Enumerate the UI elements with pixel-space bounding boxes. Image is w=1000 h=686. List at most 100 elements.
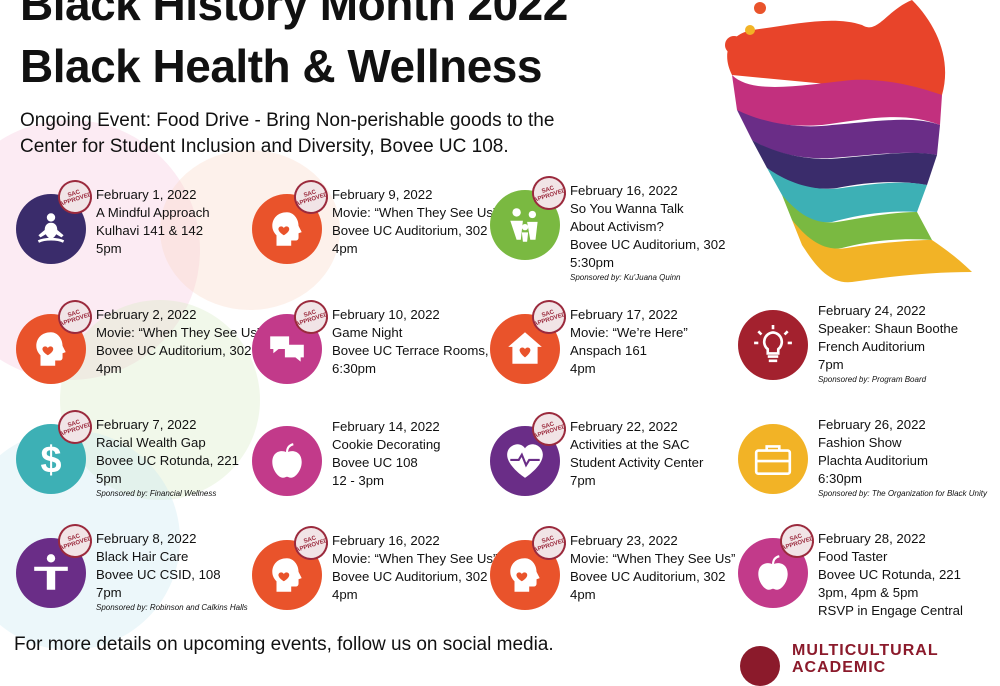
logo-mark-icon <box>740 646 780 686</box>
event-details: February 28, 2022 Food Taster Bovee UC Rot… <box>818 530 963 620</box>
event-line: Racial Wealth Gap <box>96 435 206 450</box>
event-card: SAC APPROVED February 1, 2022 A Mindful Ap… <box>16 175 256 290</box>
event-date: February 2, 2022 <box>96 307 197 322</box>
event-line: Bovee UC Auditorium, 302 <box>332 569 488 584</box>
event-line: A Mindful Approach <box>96 205 210 220</box>
event-card: SAC APPROVED February 10, 2022 Game Night B… <box>252 295 515 410</box>
event-line: Bovee UC Auditorium, 302 <box>332 223 488 238</box>
event-line: 4pm <box>570 587 596 602</box>
event-details: February 17, 2022 Movie: “We’re Here” Ansp… <box>570 306 688 378</box>
event-card: SAC APPROVED February 9, 2022 Movie: “When… <box>252 175 497 290</box>
event-sponsor: Sponsored by: Ku'Juana Quinn <box>570 273 681 282</box>
event-date: February 26, 2022 <box>818 417 926 432</box>
meditation-icon <box>16 194 86 264</box>
event-line: 6:30pm <box>818 471 862 486</box>
event-line: Bovee UC Rotunda, 221 <box>96 453 239 468</box>
event-date: February 1, 2022 <box>96 187 197 202</box>
event-date: February 22, 2022 <box>570 419 678 434</box>
event-details: February 16, 2022 So You Wanna Talk About … <box>570 182 725 284</box>
event-details: February 10, 2022 Game Night Bovee UC Terr… <box>332 306 515 378</box>
event-line: So You Wanna Talk <box>570 201 684 216</box>
event-line: Student Activity Center <box>570 455 704 470</box>
multicultural-academic-logo: MULTICULTURAL ACADEMIC <box>740 642 1000 686</box>
event-line: 4pm <box>96 361 122 376</box>
event-line: Bovee UC Auditorium, 302 <box>96 343 252 358</box>
event-line: RSVP in Engage Central <box>818 603 963 618</box>
event-details: February 7, 2022 Racial Wealth Gap Bovee U… <box>96 416 239 500</box>
event-details: February 1, 2022 A Mindful Approach Kulhav… <box>96 186 210 258</box>
event-line: Movie: “When They See Us” <box>332 551 498 566</box>
event-details: February 22, 2022 Activities at the SAC St… <box>570 418 703 490</box>
event-line: Movie: “When They See Us” <box>570 551 736 566</box>
event-line: 6:30pm <box>332 361 376 376</box>
event-line: 5pm <box>96 241 122 256</box>
lightbulb-icon <box>738 310 808 380</box>
event-details: February 23, 2022 Movie: “When They See U… <box>570 532 735 604</box>
event-line: Bovee UC Rotunda, 221 <box>818 567 961 582</box>
event-card: $ SAC APPROVED February 7, 2022 Racial Weal… <box>16 405 256 520</box>
event-line: 7pm <box>818 357 844 372</box>
event-card: SAC APPROVED February 16, 2022 Movie: “Whe… <box>252 521 497 636</box>
event-sponsor: Sponsored by: Robinson and Calkins Halls <box>96 603 248 612</box>
event-line: Speaker: Shaun Boothe <box>818 321 959 336</box>
briefcase-icon <box>738 424 808 494</box>
event-date: February 7, 2022 <box>96 417 197 432</box>
svg-text:$: $ <box>40 440 61 480</box>
event-line: Bovee UC CSID, 108 <box>96 567 221 582</box>
person-icon <box>16 538 86 608</box>
event-line: Black Hair Care <box>96 549 189 564</box>
event-details: February 14, 2022 Cookie Decorating Bovee … <box>332 418 441 490</box>
event-line: 5:30pm <box>570 255 614 270</box>
event-card: SAC APPROVED February 28, 2022 Food Taster… <box>738 519 978 634</box>
heart-head-icon <box>16 314 86 384</box>
event-date: February 16, 2022 <box>570 183 678 198</box>
event-line: 4pm <box>332 241 358 256</box>
event-card: SAC APPROVED February 2, 2022 Movie: “When… <box>16 295 261 410</box>
event-line: Food Taster <box>818 549 888 564</box>
event-line: About Activism? <box>570 219 664 234</box>
event-details: February 24, 2022 Speaker: Shaun Boothe Fr… <box>818 302 958 386</box>
food-drive-notice: Ongoing Event: Food Drive - Bring Non-pe… <box>20 108 554 160</box>
event-date: February 28, 2022 <box>818 531 926 546</box>
event-date: February 9, 2022 <box>332 187 433 202</box>
event-sponsor: Sponsored by: Program Board <box>818 375 927 384</box>
event-card: February 26, 2022 Fashion Show Plachta Aud… <box>738 410 987 520</box>
apple-icon <box>252 426 322 496</box>
event-card: February 14, 2022 Cookie Decorating Bovee … <box>252 412 492 522</box>
page-title-line2: Black Health & Wellness <box>20 40 542 92</box>
event-line: Cookie Decorating <box>332 437 441 452</box>
event-date: February 23, 2022 <box>570 533 678 548</box>
event-details: February 26, 2022 Fashion Show Plachta Aud… <box>818 416 987 500</box>
event-line: 3pm, 4pm & 5pm <box>818 585 919 600</box>
event-line: Plachta Auditorium <box>818 453 928 468</box>
page-title-line1: Black History Month 2022 <box>20 0 568 30</box>
event-details: February 2, 2022 Movie: “When They See Us… <box>96 306 261 378</box>
logo-line1: MULTICULTURAL <box>792 642 939 659</box>
event-line: 5pm <box>96 471 122 486</box>
event-date: February 10, 2022 <box>332 307 440 322</box>
event-line: 7pm <box>570 473 596 488</box>
event-line: Movie: “When They See Us” <box>332 205 498 220</box>
event-line: Movie: “We’re Here” <box>570 325 688 340</box>
event-line: Bovee UC Auditorium, 302 <box>570 237 726 252</box>
family-icon <box>490 190 560 260</box>
background-blob <box>60 300 260 500</box>
event-line: 7pm <box>96 585 122 600</box>
footer-social-note: For more details on upcoming events, fol… <box>14 634 554 655</box>
heartbeat-icon <box>490 426 560 496</box>
event-card: SAC APPROVED February 23, 2022 Movie: “Whe… <box>490 521 735 636</box>
event-date: February 17, 2022 <box>570 307 678 322</box>
event-line: 4pm <box>332 587 358 602</box>
event-card: SAC APPROVED February 17, 2022 Movie: “We’… <box>490 295 730 410</box>
event-line: Bovee UC Auditorium, 302 <box>570 569 726 584</box>
event-card: SAC APPROVED February 16, 2022 So You Wann… <box>490 171 730 286</box>
food-drive-line2: Center for Student Inclusion and Diversi… <box>20 136 509 157</box>
food-drive-line1: Ongoing Event: Food Drive - Bring Non-pe… <box>20 110 555 131</box>
event-date: February 14, 2022 <box>332 419 440 434</box>
event-line: 4pm <box>570 361 596 376</box>
event-details: February 16, 2022 Movie: “When They See U… <box>332 532 497 604</box>
event-line: Anspach 161 <box>570 343 647 358</box>
event-sponsor: Sponsored by: Financial Wellness <box>96 489 217 498</box>
event-line: Fashion Show <box>818 435 902 450</box>
event-date: February 24, 2022 <box>818 303 926 318</box>
